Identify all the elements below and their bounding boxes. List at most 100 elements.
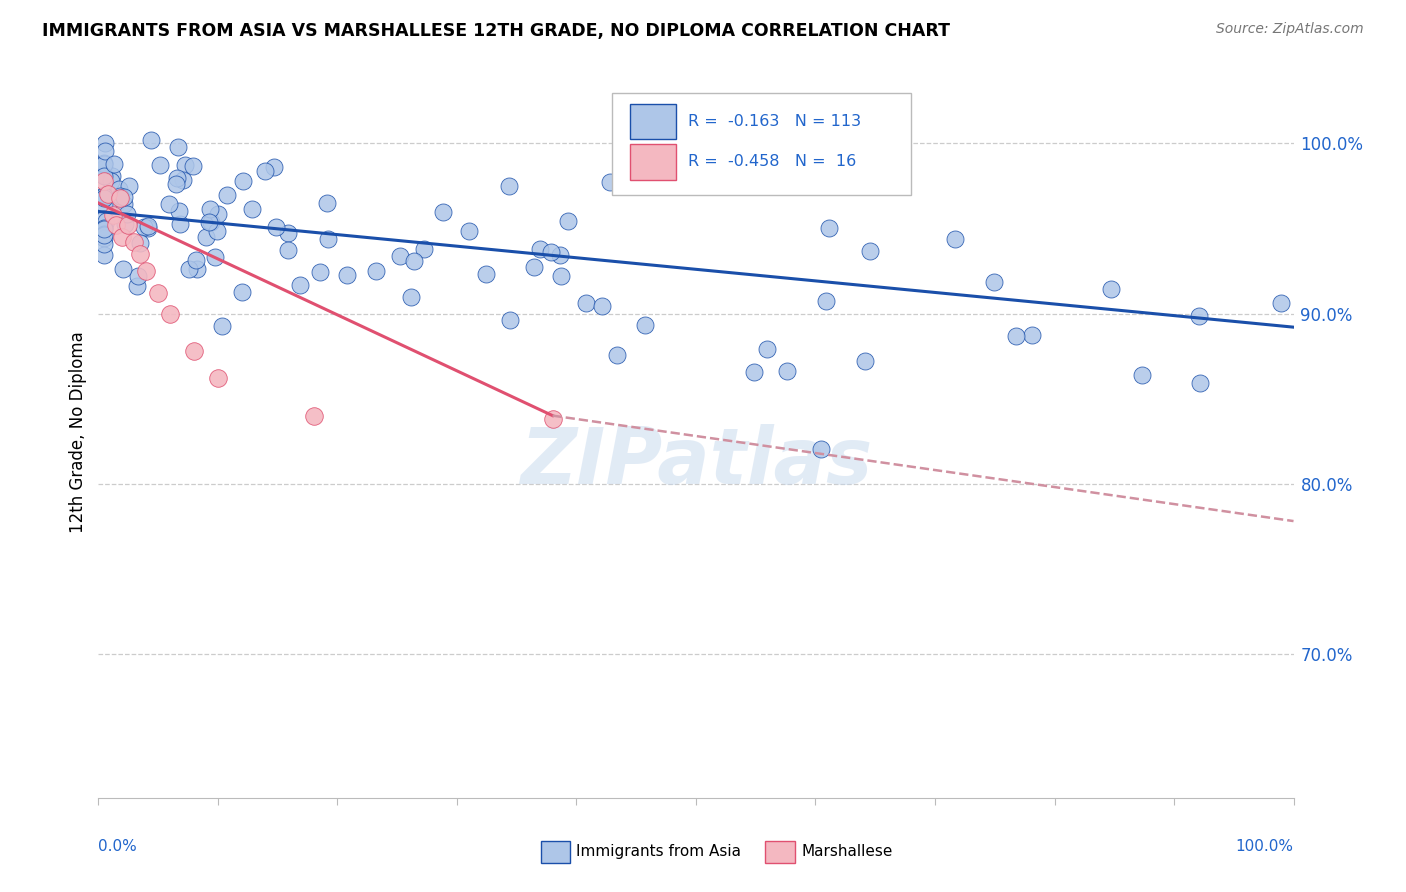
Point	[136, 219, 159, 234]
Point	[118, 178, 141, 193]
Point	[141, 133, 163, 147]
Point	[93, 228, 115, 243]
Point	[93, 188, 115, 202]
Point	[541, 412, 564, 426]
Point	[159, 197, 181, 211]
Point	[550, 268, 572, 283]
Point	[93, 156, 115, 170]
Point	[97, 187, 120, 202]
Point	[540, 245, 562, 260]
Point	[316, 232, 339, 246]
Point	[364, 263, 387, 277]
Point	[167, 140, 190, 154]
Point	[93, 191, 115, 205]
Point	[742, 365, 765, 379]
Point	[498, 179, 520, 194]
Point	[815, 293, 838, 308]
Point	[138, 220, 160, 235]
Point	[756, 343, 779, 357]
Point	[93, 197, 115, 211]
Point	[1130, 368, 1153, 383]
Point	[458, 224, 481, 238]
FancyBboxPatch shape	[613, 93, 911, 195]
Point	[172, 173, 194, 187]
Point	[93, 211, 115, 226]
Point	[93, 220, 115, 235]
Point	[200, 215, 222, 229]
Point	[817, 221, 839, 235]
Y-axis label: 12th Grade, No Diploma: 12th Grade, No Diploma	[69, 332, 87, 533]
Point	[165, 177, 187, 191]
Point	[96, 213, 118, 227]
Point	[432, 205, 454, 219]
Point	[277, 226, 299, 240]
Point	[474, 267, 496, 281]
Point	[1189, 376, 1212, 391]
Point	[93, 169, 115, 183]
Point	[591, 300, 613, 314]
Point	[599, 175, 621, 189]
Point	[93, 174, 115, 188]
Point	[308, 265, 330, 279]
Point	[112, 262, 135, 277]
Point	[550, 248, 572, 262]
Point	[634, 318, 657, 333]
Point	[399, 290, 422, 304]
Point	[174, 158, 197, 172]
Point	[983, 275, 1005, 289]
Point	[404, 254, 426, 268]
Point	[101, 208, 124, 222]
Point	[108, 189, 131, 203]
Text: Marshallese: Marshallese	[801, 844, 893, 859]
Point	[263, 160, 285, 174]
Point	[94, 136, 117, 150]
Point	[114, 217, 136, 231]
Text: IMMIGRANTS FROM ASIA VS MARSHALLESE 12TH GRADE, NO DIPLOMA CORRELATION CHART: IMMIGRANTS FROM ASIA VS MARSHALLESE 12TH…	[42, 22, 950, 40]
FancyBboxPatch shape	[630, 145, 676, 179]
Point	[169, 217, 191, 231]
Point	[232, 174, 254, 188]
Point	[231, 285, 253, 299]
Point	[316, 196, 339, 211]
Point	[277, 243, 299, 257]
Point	[115, 207, 138, 221]
Point	[125, 278, 148, 293]
Point	[93, 168, 115, 182]
Point	[148, 286, 170, 301]
Point	[159, 307, 181, 321]
Point	[124, 235, 146, 249]
Point	[498, 313, 520, 327]
FancyBboxPatch shape	[630, 104, 676, 139]
Text: R =  -0.458   N =  16: R = -0.458 N = 16	[688, 154, 856, 169]
Point	[112, 197, 135, 211]
Point	[336, 268, 359, 282]
Point	[108, 191, 131, 205]
Point	[943, 232, 966, 246]
Point	[1099, 282, 1122, 296]
Point	[93, 161, 115, 176]
Point	[776, 364, 799, 378]
Point	[389, 249, 412, 263]
FancyBboxPatch shape	[541, 841, 571, 863]
FancyBboxPatch shape	[765, 841, 796, 863]
Point	[1005, 329, 1028, 343]
Point	[128, 235, 150, 250]
Point	[179, 262, 201, 277]
Point	[186, 261, 208, 276]
Point	[184, 253, 207, 268]
Point	[204, 250, 226, 264]
Point	[557, 213, 579, 227]
Point	[183, 343, 205, 358]
Point	[529, 242, 551, 256]
Point	[93, 237, 115, 252]
Point	[127, 268, 149, 283]
Point	[93, 221, 115, 235]
Point	[111, 230, 134, 244]
Text: Source: ZipAtlas.com: Source: ZipAtlas.com	[1216, 22, 1364, 37]
Point	[1188, 309, 1211, 323]
Point	[215, 188, 238, 202]
Point	[93, 231, 115, 245]
Point	[112, 189, 135, 203]
Point	[198, 215, 221, 229]
Point	[135, 264, 157, 278]
